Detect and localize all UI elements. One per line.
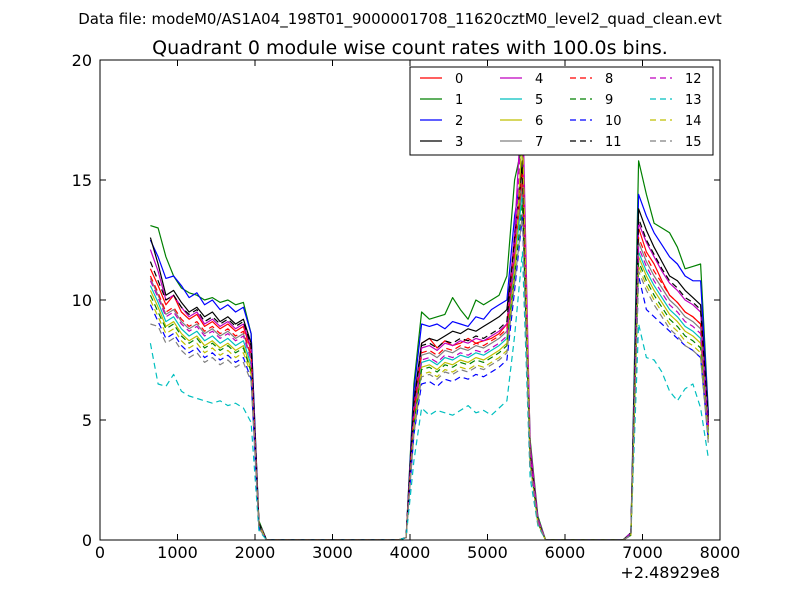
- series-line-8: [149, 169, 709, 540]
- legend-label-6: 6: [535, 114, 543, 129]
- legend-label-12: 12: [685, 72, 702, 87]
- y-tick-label: 10: [72, 291, 92, 310]
- x-offset-label: +2.48929e8: [620, 563, 720, 582]
- legend-frame: [409, 66, 714, 156]
- series-layer: [149, 90, 709, 540]
- series-line-10: [149, 215, 709, 540]
- x-tick-label: 0: [95, 543, 105, 562]
- x-tick-label: 6000: [545, 543, 586, 562]
- series-line-6: [149, 133, 709, 540]
- series-line-5: [149, 191, 709, 540]
- series-line-4: [149, 90, 709, 540]
- series-line-9: [149, 203, 709, 540]
- chart-title: Quadrant 0 module wise count rates with …: [152, 37, 668, 59]
- legend-label-14: 14: [685, 114, 702, 129]
- x-tick-label: 7000: [622, 543, 663, 562]
- series-line-14: [149, 126, 709, 540]
- legend-label-5: 5: [535, 93, 543, 108]
- y-tick-label: 15: [72, 171, 92, 190]
- legend-label-2: 2: [455, 114, 463, 129]
- legend-label-13: 13: [685, 93, 702, 108]
- series-line-2: [149, 167, 709, 540]
- x-tick-label: 8000: [700, 543, 741, 562]
- legend-label-9: 9: [605, 93, 613, 108]
- y-tick-label: 5: [82, 411, 92, 430]
- x-tick-label: 4000: [390, 543, 431, 562]
- legend-label-10: 10: [605, 114, 622, 129]
- x-tick-label: 5000: [467, 543, 508, 562]
- legend-label-7: 7: [535, 135, 543, 150]
- x-tick-label: 2000: [235, 543, 276, 562]
- legend-label-0: 0: [455, 72, 463, 87]
- y-tick-label: 20: [72, 51, 92, 70]
- x-tick-label: 1000: [157, 543, 198, 562]
- tick-layer: 0 1000 2000 3000 4000 5000 6000 7000 80000510152…: [72, 51, 741, 562]
- data-file-label: Data file: modeM0/AS1A04_198T01_90000017…: [78, 10, 722, 29]
- legend-label-1: 1: [455, 93, 463, 108]
- series-line-13: [149, 251, 709, 540]
- legend-label-11: 11: [605, 135, 622, 150]
- x-tick-label: 3000: [312, 543, 353, 562]
- legend-label-15: 15: [685, 135, 702, 150]
- series-line-1: [150, 143, 709, 540]
- series-line-3: [149, 160, 709, 540]
- series-line-12: [149, 112, 709, 540]
- legend-label-3: 3: [455, 135, 463, 150]
- y-tick-label: 0: [82, 531, 92, 550]
- series-line-15: [150, 213, 709, 540]
- legend-label-8: 8: [605, 72, 613, 87]
- legend-label-4: 4: [535, 72, 543, 87]
- series-line-7: [149, 174, 709, 540]
